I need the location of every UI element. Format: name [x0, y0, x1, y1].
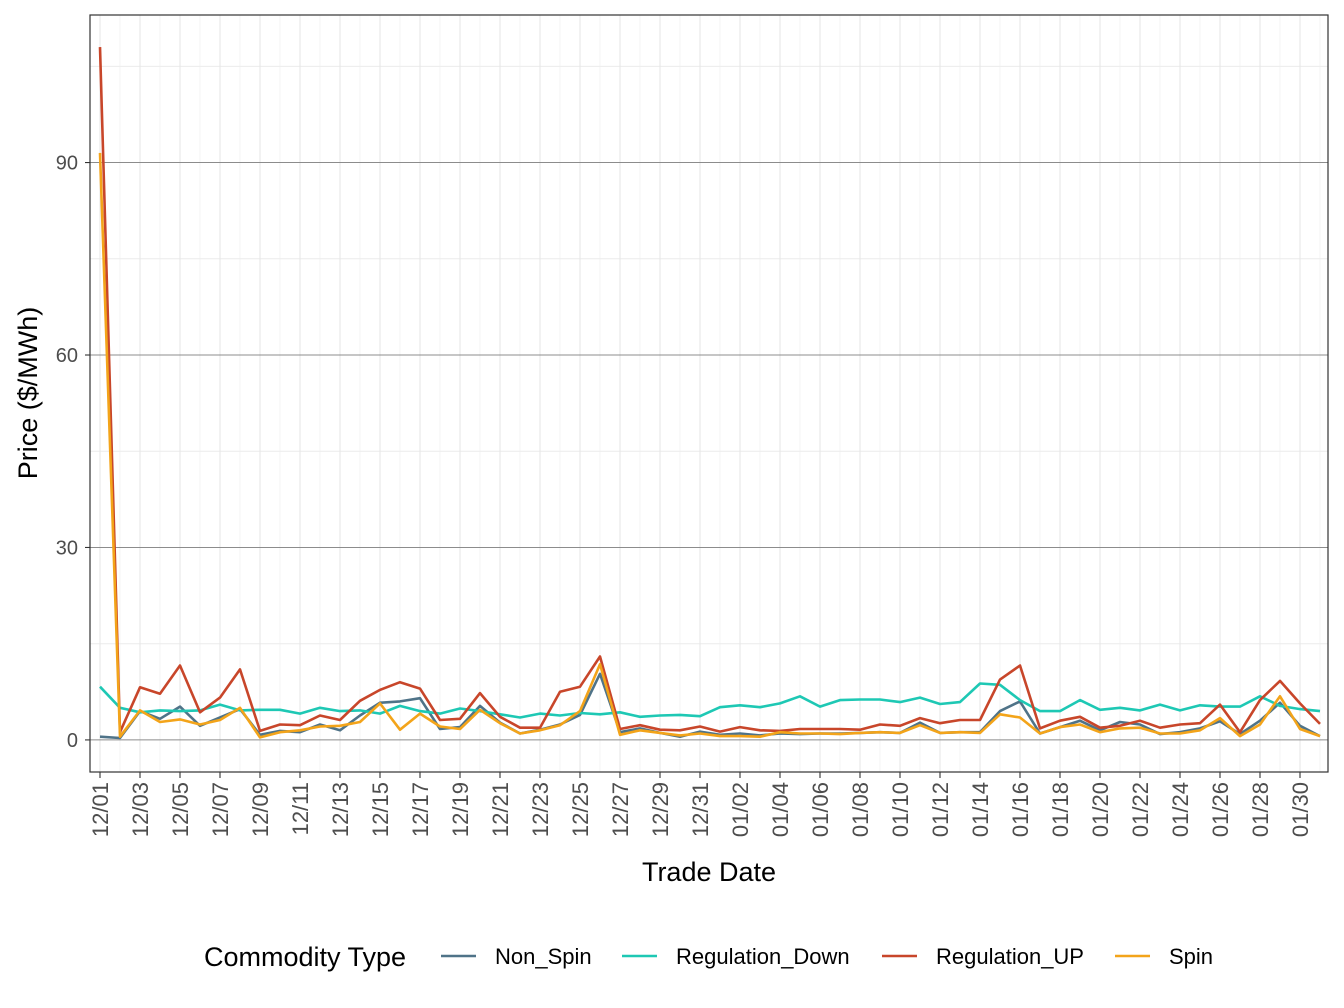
x-axis-ticks: 12/01 12/03 12/05 12/07 12/09 12/11 12/13 12/15… — [88, 772, 1313, 837]
y-axis-title: Price ($/MWh) — [13, 307, 43, 480]
series-line-regulation-down — [99, 682, 1321, 719]
minor-grid — [90, 15, 1328, 772]
x-tick-label: 12/11 — [288, 782, 313, 835]
x-tick-label: 12/01 — [88, 782, 113, 837]
x-tick-label: 01/12 — [928, 782, 953, 837]
x-tick-label: 01/04 — [768, 782, 793, 837]
x-tick-label: 12/03 — [128, 782, 153, 837]
x-tick-label: 12/27 — [608, 782, 633, 837]
x-tick-label: 01/08 — [848, 782, 873, 837]
x-tick-label: 12/21 — [488, 782, 513, 837]
series-line-spin — [98, 152, 1321, 739]
y-tick-label: 90 — [56, 153, 78, 175]
x-tick-label: 01/30 — [1288, 782, 1313, 837]
x-tick-label: 12/23 — [528, 782, 553, 837]
x-tick-label: 12/05 — [168, 782, 193, 837]
plot-panel-background — [90, 15, 1328, 772]
y-tick-label: 60 — [56, 345, 78, 367]
legend-label-regulation-up: Regulation_UP — [936, 944, 1084, 969]
y-tick-label: 0 — [67, 730, 78, 752]
x-tick-label: 12/09 — [248, 782, 273, 837]
legend-label-spin: Spin — [1169, 944, 1213, 969]
legend: Commodity Type Non_Spin Regulation_Down Reg… — [204, 942, 1213, 972]
x-tick-label: 01/28 — [1248, 782, 1273, 837]
plot-panel-border — [89, 14, 1329, 773]
x-tick-label: 01/16 — [1008, 782, 1033, 837]
x-tick-label: 12/07 — [208, 782, 233, 837]
x-tick-label: 01/20 — [1088, 782, 1113, 837]
series-lines — [98, 47, 1321, 740]
legend-title: Commodity Type — [204, 942, 406, 972]
x-tick-label: 01/10 — [888, 782, 913, 837]
x-tick-label: 01/18 — [1048, 782, 1073, 837]
x-tick-label: 01/24 — [1168, 782, 1193, 837]
series-line-regulation-up — [98, 47, 1321, 734]
major-grid — [90, 15, 1328, 772]
y-tick-label: 30 — [56, 537, 78, 559]
x-tick-label: 12/29 — [648, 782, 673, 837]
x-tick-label: 01/22 — [1128, 782, 1153, 837]
legend-label-non-spin: Non_Spin — [495, 944, 592, 969]
x-tick-label: 01/06 — [808, 782, 833, 837]
x-tick-label: 12/25 — [568, 782, 593, 837]
x-tick-label: 01/26 — [1208, 782, 1233, 837]
x-tick-label: 12/17 — [408, 782, 433, 837]
x-tick-label: 01/14 — [968, 782, 993, 837]
y-axis-ticks: 0 30 60 90 — [56, 153, 90, 752]
x-tick-label: 12/15 — [368, 782, 393, 837]
x-tick-label: 12/19 — [448, 782, 473, 837]
x-tick-label: 01/02 — [728, 782, 753, 837]
legend-label-regulation-down: Regulation_Down — [676, 944, 850, 969]
x-axis-title: Trade Date — [642, 857, 776, 887]
x-tick-label: 12/13 — [328, 782, 353, 837]
x-tick-label: 12/31 — [688, 782, 713, 837]
